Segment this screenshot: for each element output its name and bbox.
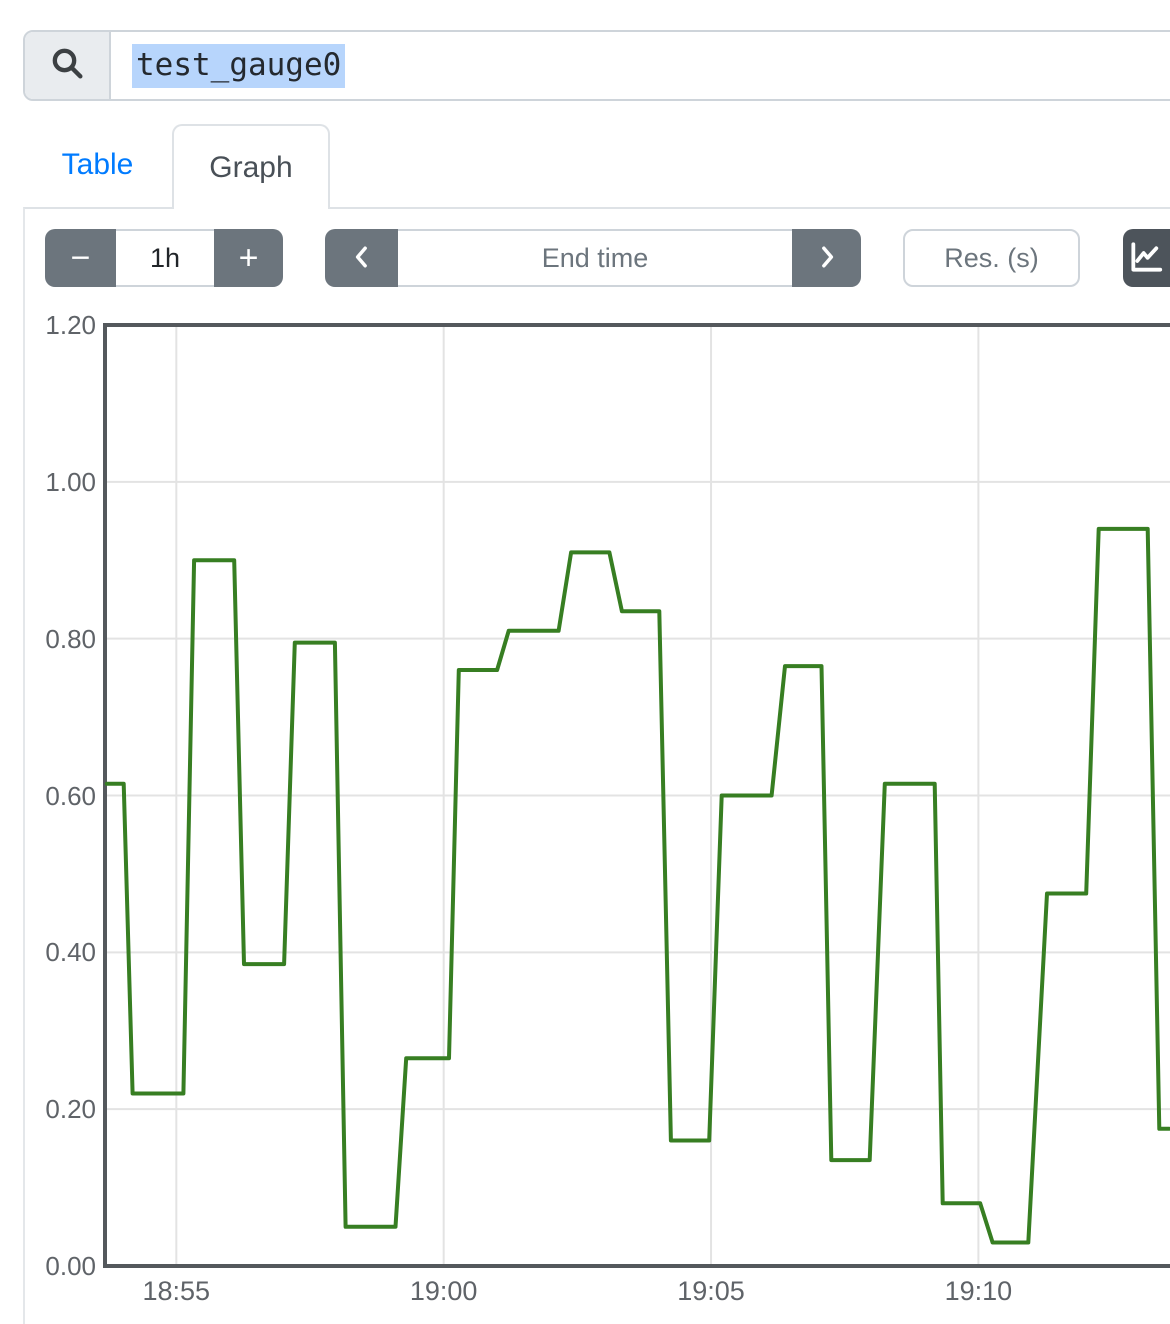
range-decrease-button[interactable]: −: [45, 229, 116, 287]
tab-table[interactable]: Table: [61, 148, 134, 181]
graph-plot[interactable]: [0, 310, 1170, 1324]
expression-input[interactable]: test_gauge0: [111, 32, 1170, 99]
tab-graph[interactable]: Graph: [172, 124, 330, 209]
x-tick-label: 19:10: [944, 1276, 1013, 1306]
y-tick-label: 0.80: [45, 623, 96, 654]
chevron-right-icon: [812, 242, 842, 275]
expression-search-bar: test_gauge0: [23, 30, 1170, 101]
expression-selected-text: test_gauge0: [132, 43, 346, 88]
y-tick-label: 0.00: [45, 1251, 96, 1281]
search-addon: [25, 32, 111, 99]
end-time-forward-button[interactable]: [792, 229, 861, 287]
search-icon: [47, 43, 87, 88]
stacked-graph-toggle-button[interactable]: [1123, 229, 1170, 287]
resolution-input[interactable]: [903, 229, 1080, 287]
y-tick-label: 0.20: [45, 1094, 96, 1125]
end-time-back-button[interactable]: [325, 229, 398, 287]
graph-tab-panel: [23, 207, 1170, 1324]
end-time-input[interactable]: [398, 229, 792, 287]
chevron-left-icon: [347, 242, 377, 275]
chart-line-icon: [1127, 238, 1165, 279]
range-increase-button[interactable]: +: [214, 229, 283, 287]
y-tick-label: 1.00: [45, 466, 96, 497]
range-input[interactable]: [116, 229, 214, 287]
x-tick-label: 18:55: [142, 1276, 211, 1306]
series-line-test_gauge0: [104, 526, 1170, 1245]
x-tick-label: 19:00: [409, 1276, 478, 1306]
graph-canvas: [103, 323, 1170, 1268]
y-tick-label: 0.60: [45, 780, 96, 811]
x-tick-label: 19:05: [677, 1276, 745, 1306]
y-tick-label: 1.20: [45, 310, 96, 340]
y-tick-label: 0.40: [45, 937, 96, 968]
